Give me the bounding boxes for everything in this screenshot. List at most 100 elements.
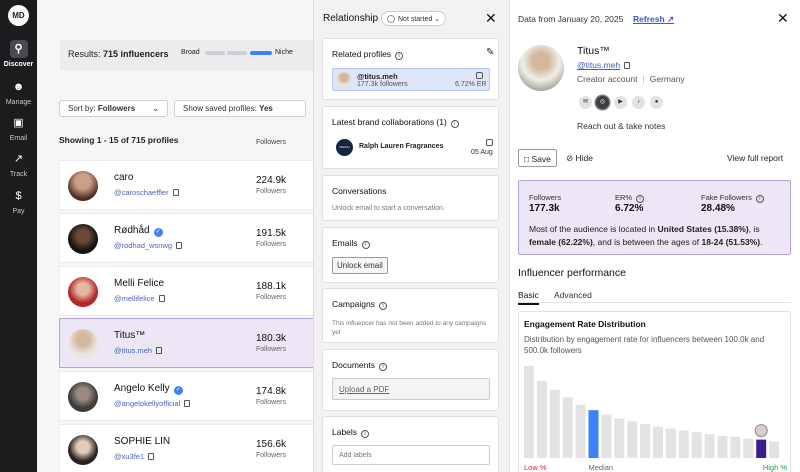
followers-column-header[interactable]: Followers	[256, 139, 286, 146]
profile-avatar	[518, 45, 564, 91]
results-bar: Results: 715 influencers Broad Niche	[60, 40, 313, 70]
inbox-icon: ▣	[13, 117, 24, 129]
youtube-icon[interactable]: ▶	[614, 96, 627, 109]
close-profile-button[interactable]: ✕	[777, 10, 789, 26]
results-prefix: Results:	[68, 49, 101, 59]
info-icon[interactable]: i	[755, 195, 764, 203]
profile-handle[interactable]: @xu3fe1	[114, 452, 155, 461]
hide-label: Hide	[575, 153, 593, 163]
save-button[interactable]: □ Save	[518, 149, 557, 167]
chart-bar	[524, 366, 534, 458]
followers-count: 174.8k	[256, 386, 287, 397]
copy-icon[interactable]	[148, 453, 155, 460]
email-icon[interactable]: ✉	[579, 96, 592, 109]
aud-text: , and is between the ages of	[592, 237, 702, 247]
chart-bar	[743, 438, 754, 458]
x-label-high: High %	[763, 463, 788, 472]
table-row-selected[interactable]: Titus™ @titus.meh 180.3k Followers	[59, 318, 313, 368]
info-icon[interactable]: i	[395, 52, 404, 60]
dollar-icon: $	[15, 190, 22, 202]
reach-out-link[interactable]: Reach out & take notes	[577, 121, 666, 131]
info-icon[interactable]: i	[361, 241, 370, 249]
profile-handle[interactable]: @caroschaeffler	[114, 188, 179, 197]
table-row[interactable]: Rødhåd ✓ @rodhad_wsnwg 191.5k Followers	[59, 213, 313, 263]
instagram-icon[interactable]: ◎	[596, 96, 609, 109]
results-summary: Results: 715 influencers	[68, 49, 169, 59]
er-metric-label: ER% i	[615, 193, 645, 203]
profile-handle[interactable]: @titus.meh	[577, 60, 631, 70]
followers-metric-label: Followers	[529, 193, 562, 202]
profile-handle[interactable]: @rodhad_wsnwg	[114, 241, 183, 250]
x-label-median: Median	[589, 463, 614, 472]
table-row[interactable]: Melli Felice @mellifelice 188.1k Followe…	[59, 266, 313, 316]
fake-followers-label: Fake Followers i	[701, 193, 764, 203]
tab-basic[interactable]: Basic	[518, 290, 539, 305]
card-title: Labels i	[332, 427, 370, 438]
country: Germany	[649, 74, 685, 84]
handle-text: @rodhad_wsnwg	[114, 241, 173, 250]
chevron-down-icon: ⌄	[152, 104, 159, 113]
handle-text: @caroschaeffler	[114, 188, 169, 197]
nav-label: Discover	[3, 61, 34, 68]
name-text: Angelo Kelly	[114, 383, 170, 394]
info-icon[interactable]: i	[379, 363, 387, 371]
chart-bar-influencer	[756, 439, 767, 458]
app-logo[interactable]: MD	[8, 5, 29, 26]
brand-logo: RALPH LAUREN	[336, 139, 353, 166]
tiktok-icon[interactable]: ♪	[632, 96, 645, 109]
profile-handle[interactable]: @angelokellyofficial	[114, 399, 191, 408]
account-info: Creator account | Germany	[577, 74, 685, 84]
chart-bar	[601, 414, 612, 458]
info-icon[interactable]: i	[636, 195, 645, 203]
profile-handle[interactable]: @mellifelice	[114, 294, 165, 303]
niche-slider-seg[interactable]	[227, 51, 247, 55]
related-followers: 177.3k followers	[357, 81, 408, 88]
chart-bar	[640, 423, 651, 458]
broad-label: Broad	[181, 49, 200, 56]
close-relationship-button[interactable]: ✕	[485, 10, 497, 26]
unlock-email-button[interactable]: Unlock email	[332, 257, 388, 274]
table-row[interactable]: SOPHIE LIN @xu3fe1 156.6k Followers	[59, 424, 313, 472]
status-select[interactable]: Not started ⌄	[381, 11, 447, 26]
chart-bar	[730, 436, 741, 458]
edit-icon[interactable]: ✎	[486, 47, 495, 58]
profile-handle[interactable]: @titus.meh	[114, 346, 163, 355]
niche-slider-seg[interactable]	[205, 51, 225, 55]
related-profile-item[interactable]: @titus.meh 177.3k followers 6.72% ER	[332, 68, 490, 91]
chart-bar	[562, 397, 573, 458]
copy-icon[interactable]	[624, 62, 631, 69]
nav-manage[interactable]: ☻ Manage	[0, 78, 37, 106]
info-icon[interactable]: i	[450, 120, 459, 128]
view-full-report-link[interactable]: View full report	[727, 153, 784, 163]
hide-button[interactable]: ⊘ Hide	[566, 153, 593, 164]
info-icon[interactable]: i	[379, 302, 387, 310]
upload-pdf-button[interactable]: Upload a PDF	[332, 378, 490, 400]
nav-email[interactable]: ▣ Email	[0, 114, 37, 142]
collab-brand[interactable]: Ralph Lauren Fragrances	[359, 143, 444, 150]
copy-icon[interactable]	[176, 242, 183, 249]
nav-label: Track	[9, 171, 28, 178]
profile-name: SOPHIE LIN	[114, 436, 171, 447]
sort-select[interactable]: Sort by: Followers ⌄	[59, 100, 168, 117]
podcast-icon[interactable]: ●	[650, 96, 663, 109]
table-row[interactable]: Angelo Kelly ✓ @angelokellyofficial 174.8…	[59, 371, 313, 421]
nav-pay[interactable]: $ Pay	[0, 187, 37, 215]
copy-icon[interactable]	[184, 400, 191, 407]
refresh-link[interactable]: Refresh ↗	[633, 14, 674, 25]
copy-icon[interactable]	[158, 295, 165, 302]
tab-advanced[interactable]: Advanced	[554, 290, 592, 300]
saved-profiles-select[interactable]: Show saved profiles: Yes	[174, 100, 306, 117]
labels-input[interactable]	[332, 445, 490, 465]
chart-bar	[653, 426, 663, 458]
fake-label-text: Fake Followers	[701, 193, 752, 202]
copy-icon[interactable]	[172, 189, 179, 196]
chart-bar-median	[588, 410, 599, 458]
search-icon: ⚲	[9, 40, 28, 58]
nav-track[interactable]: ↗ Track	[0, 150, 37, 178]
nav-discover[interactable]: ⚲ Discover	[0, 40, 37, 68]
table-row[interactable]: caro @caroschaeffler 224.9k Followers	[59, 160, 313, 210]
info-icon[interactable]: i	[361, 430, 370, 438]
niche-slider-active[interactable]	[250, 51, 272, 55]
eye-slash-icon: ⊘	[566, 153, 574, 163]
copy-icon[interactable]	[156, 347, 163, 354]
